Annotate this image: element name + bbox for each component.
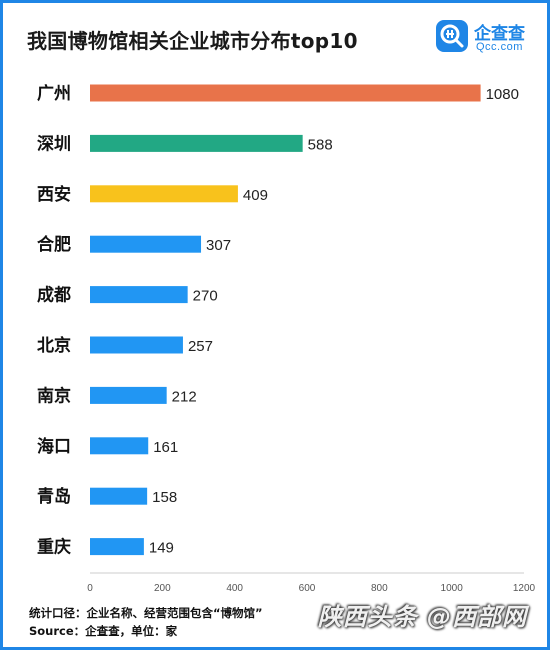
x-tick-label: 200 [154,583,171,594]
x-tick-label: 400 [226,583,243,594]
data-label: 588 [308,136,333,153]
bar [90,336,183,354]
data-label: 1080 [486,86,519,103]
category-label: 成都 [37,285,71,306]
category-label: 西安 [37,184,71,205]
category-label: 重庆 [37,537,71,558]
data-label: 158 [152,489,177,506]
data-label: 212 [172,388,197,405]
data-label: 161 [153,439,178,456]
x-tick-label: 800 [371,583,388,594]
chart-title: 我国博物馆相关企业城市分布top10 [27,29,358,53]
data-label: 270 [193,288,218,305]
bar [90,185,238,203]
footer-note: 统计口径：企业名称、经营范围包含“博物馆” [29,606,263,620]
category-label: 深圳 [37,133,71,154]
x-tick-label: 600 [299,583,316,594]
category-label: 合肥 [37,234,71,255]
data-label: 257 [188,338,213,355]
category-label: 广州 [37,83,71,104]
bar [90,386,167,404]
data-label: 149 [149,540,174,557]
category-label: 北京 [37,335,71,356]
category-label: 青岛 [37,486,71,507]
bar [90,286,188,304]
qcc-logo-domain: Qcc.com [476,41,523,53]
bar [90,235,202,253]
x-tick-label: 1000 [441,583,464,594]
bar-chart: 广州 1080 深圳 588 西安 409 合肥 307 成都 270 北京 257 南京 212 海口 16… [37,83,536,594]
qcc-logo-icon [436,20,468,52]
category-label: 海口 [37,436,71,457]
data-label: 409 [243,187,268,204]
x-tick-label: 1200 [513,583,536,594]
bar [90,487,148,505]
x-tick-label: 0 [87,583,93,594]
watermark: 陕西头条 @西部网 [317,603,527,631]
bar [90,84,481,102]
qcc-logo-name: 企查查 [474,24,525,44]
category-label: 南京 [37,385,71,406]
footer-source: Source：企查查，单位：家 [29,624,178,638]
bar [90,437,149,455]
bar [90,538,144,556]
qcc-logo: 企查查 Qcc.com [436,19,536,55]
data-label: 307 [206,237,231,254]
bar [90,134,303,152]
